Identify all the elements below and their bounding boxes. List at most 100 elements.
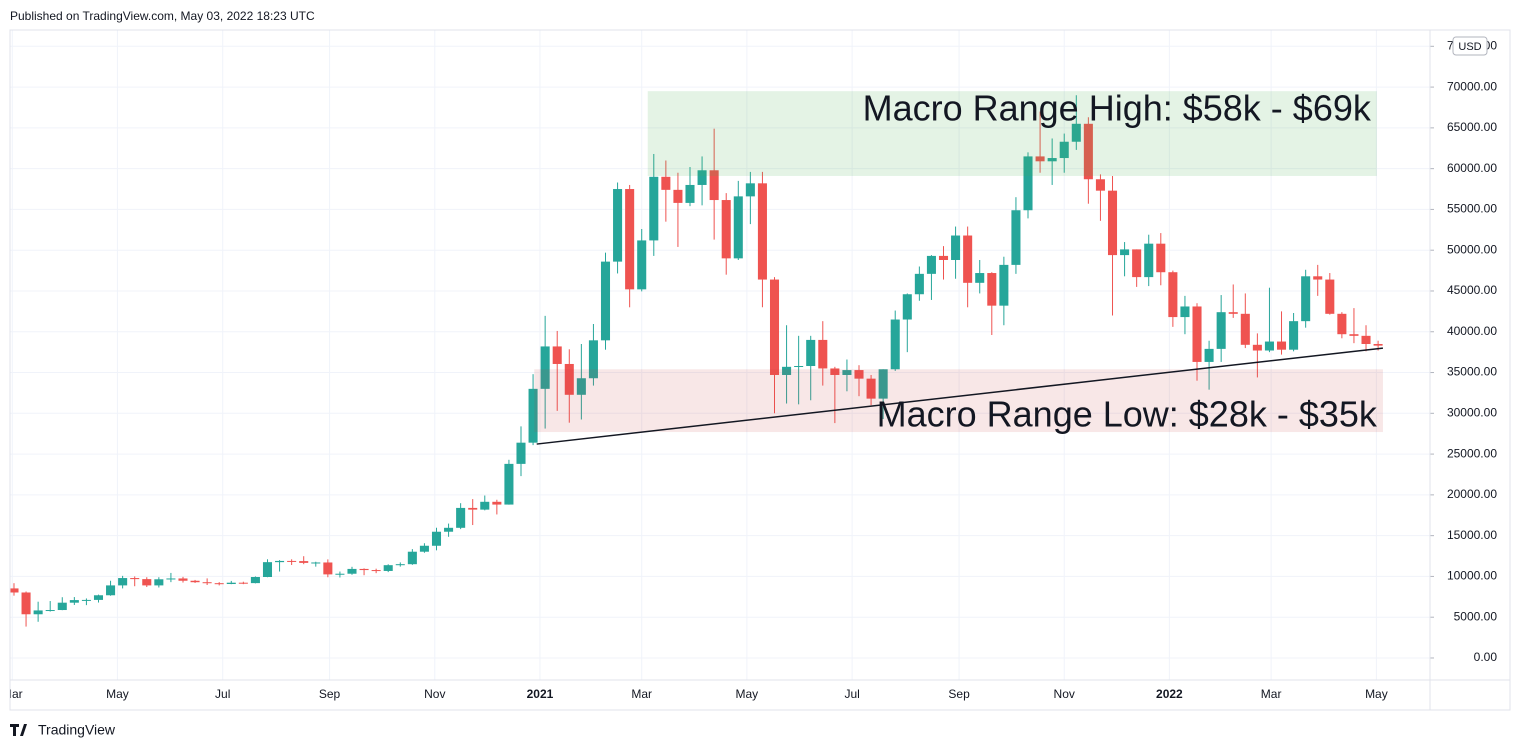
candle-body <box>782 366 792 375</box>
candle-body <box>576 378 586 395</box>
candle-body <box>21 592 31 615</box>
candle-body <box>480 501 490 510</box>
candle-body <box>468 507 478 510</box>
candle-body <box>1095 179 1105 191</box>
candle-body <box>926 255 936 274</box>
y-tick-label: 35000.00 <box>1447 365 1497 379</box>
candle-body <box>709 170 719 201</box>
y-tick-label: 5000.00 <box>1454 609 1498 623</box>
candle-body <box>1023 156 1033 211</box>
candle-body <box>33 610 43 615</box>
candle-body <box>938 255 949 260</box>
candle-body <box>45 610 55 612</box>
candle-body <box>347 568 357 574</box>
candle-body <box>1228 312 1238 314</box>
candle-body <box>914 273 924 295</box>
candle-body <box>178 578 188 581</box>
candle-body <box>262 562 273 577</box>
range-zone <box>534 369 1383 433</box>
y-tick-label: 15000.00 <box>1447 528 1497 542</box>
candle-body <box>1361 335 1371 344</box>
candle-body <box>311 562 321 564</box>
candle-body <box>878 369 888 399</box>
x-tick-label: Jul <box>215 687 230 701</box>
candle-body <box>1107 190 1118 256</box>
candle-body <box>1083 123 1093 180</box>
x-tick-label: Sep <box>948 687 970 701</box>
candle-body <box>1011 210 1021 265</box>
candle-body <box>118 578 128 586</box>
candle-body <box>431 531 442 546</box>
candle-body <box>299 561 309 563</box>
candle-body <box>202 582 212 584</box>
x-tick-label: Nov <box>1054 687 1075 701</box>
candle-body <box>166 578 176 580</box>
y-tick-label: 25000.00 <box>1447 446 1497 460</box>
candle-body <box>359 568 369 571</box>
candle-body <box>1240 313 1250 345</box>
candle-body <box>1168 272 1178 318</box>
y-tick-label: 70000.00 <box>1447 79 1497 93</box>
candle-body <box>1144 243 1154 278</box>
brand: TradingView <box>38 722 116 738</box>
x-tick-label: Mar <box>631 687 652 701</box>
candle-body <box>504 463 514 505</box>
trend-line <box>536 347 1384 445</box>
candle-body <box>890 319 900 370</box>
candle-body <box>323 562 333 575</box>
candle-body <box>951 235 961 260</box>
candle-body <box>371 570 381 572</box>
candle-body <box>975 273 985 283</box>
candle-body <box>142 579 152 586</box>
candle-body <box>1349 334 1359 336</box>
candle-body <box>600 261 611 341</box>
candle-body <box>1313 276 1323 280</box>
candle-body <box>564 363 574 395</box>
candle-body <box>1059 141 1069 159</box>
candle-body <box>987 273 997 306</box>
candle-body <box>1156 243 1166 273</box>
frame <box>9 29 1511 711</box>
candle-body <box>154 579 164 586</box>
y-tick-label: 0.00 <box>1474 650 1498 664</box>
candle-body <box>1132 249 1142 278</box>
candle-body <box>190 580 200 583</box>
candle-body <box>492 501 502 505</box>
candle-body <box>516 442 526 464</box>
candle-body <box>540 346 550 389</box>
y-tick-label: 30000.00 <box>1447 405 1497 419</box>
candle-body <box>10 588 19 593</box>
candle-body <box>1204 348 1214 362</box>
candle-body <box>902 294 912 320</box>
candle-body <box>697 170 707 185</box>
candle-body <box>963 235 973 283</box>
candle-body <box>1301 276 1311 322</box>
candle-body <box>383 565 393 571</box>
currency-badge[interactable] <box>1452 36 1488 56</box>
candle-body <box>1325 279 1335 314</box>
x-tick-label: 2021 <box>527 687 554 701</box>
currency[interactable]: USD <box>1458 41 1481 53</box>
candle-body <box>842 370 852 375</box>
candle-body <box>1071 123 1081 142</box>
candle-body <box>106 585 116 596</box>
candle-body <box>1120 249 1130 256</box>
candle-body <box>1192 306 1202 362</box>
candle-body <box>830 368 840 375</box>
candle-body <box>444 527 454 532</box>
y-tick-label: 55000.00 <box>1447 202 1497 216</box>
candle-body <box>395 564 405 566</box>
candle-body <box>1276 341 1287 350</box>
candle-body <box>1337 313 1347 335</box>
candle-body <box>335 573 345 575</box>
candle-body <box>769 279 780 375</box>
candle-body <box>733 196 743 259</box>
candle-body <box>588 340 598 379</box>
candle-body <box>1252 344 1262 351</box>
brand-logo <box>10 724 27 736</box>
x-tick-label: Sep <box>319 687 341 701</box>
candle-body <box>661 176 671 190</box>
candle-body <box>757 183 767 280</box>
candle-body <box>794 366 804 368</box>
